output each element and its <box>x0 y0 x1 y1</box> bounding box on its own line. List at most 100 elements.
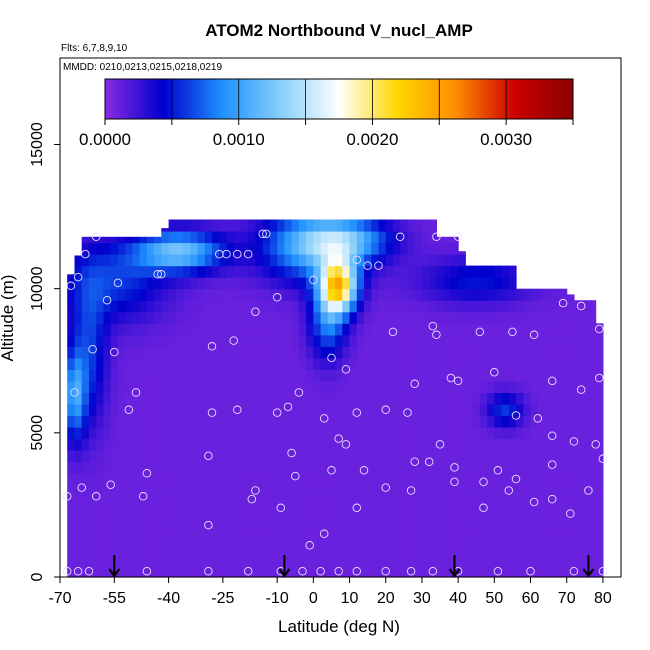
heatmap-cell <box>393 346 401 359</box>
heatmap-cell <box>262 484 271 497</box>
heatmap-cell <box>501 519 510 532</box>
heatmap-cell <box>204 277 213 290</box>
heatmap-cell <box>277 369 285 382</box>
heatmap-cell <box>559 357 568 370</box>
heatmap-cell <box>537 427 546 440</box>
heatmap-cell <box>566 311 575 324</box>
heatmap-cell <box>269 219 278 232</box>
heatmap-cell <box>219 450 228 463</box>
heatmap-cell <box>168 334 177 347</box>
heatmap-cell <box>125 404 133 417</box>
heatmap-cell <box>212 357 220 370</box>
heatmap-cell <box>436 450 445 463</box>
colorbar-segment <box>534 79 538 119</box>
heatmap-cell <box>342 277 351 290</box>
heatmap-cell <box>371 219 380 232</box>
heatmap-cell <box>479 450 488 463</box>
heatmap-cell <box>508 507 517 520</box>
heatmap-cell <box>197 530 206 543</box>
heatmap-cell <box>190 542 199 555</box>
heatmap-cell <box>219 369 228 382</box>
heatmap-cell <box>161 473 170 486</box>
heatmap-cell <box>516 300 524 313</box>
heatmap-cell <box>117 530 126 543</box>
heatmap-cell <box>487 484 495 497</box>
heatmap-cell <box>74 415 83 428</box>
heatmap-cell <box>96 461 104 474</box>
heatmap-cell <box>139 415 148 428</box>
heatmap-cell <box>356 404 365 417</box>
heatmap-cell <box>117 380 126 393</box>
heatmap-cell <box>277 438 285 451</box>
heatmap-cell <box>89 300 97 313</box>
heatmap-cell <box>450 427 459 440</box>
heatmap-cell <box>501 542 510 555</box>
heatmap-cell <box>298 392 307 405</box>
heatmap-cell <box>212 346 220 359</box>
heatmap-cell <box>255 496 264 509</box>
heatmap-cell <box>421 334 430 347</box>
heatmap-cell <box>393 231 401 244</box>
heatmap-cell <box>110 265 119 278</box>
heatmap-cell <box>523 461 532 474</box>
heatmap-cell <box>67 450 75 463</box>
heatmap-cell <box>450 369 459 382</box>
heatmap-cell <box>436 415 445 428</box>
heatmap-cell <box>450 300 459 313</box>
heatmap-cell <box>103 323 112 336</box>
heatmap-cell <box>436 553 445 566</box>
colorbar-segment <box>171 79 175 119</box>
heatmap-cell <box>190 473 199 486</box>
heatmap-cell <box>385 415 394 428</box>
heatmap-cell <box>269 415 278 428</box>
heatmap-cell <box>219 519 228 532</box>
heatmap-cell <box>342 254 351 267</box>
chart-title: ATOM2 Northbound V_nucl_AMP <box>205 21 473 40</box>
colorbar-segment <box>117 79 121 119</box>
heatmap-cell <box>175 346 184 359</box>
heatmap-cell <box>320 473 329 486</box>
heatmap-cell <box>429 311 437 324</box>
heatmap-cell <box>537 542 546 555</box>
heatmap-cell <box>81 507 90 520</box>
heatmap-cell <box>327 231 336 244</box>
heatmap-cell <box>508 277 517 290</box>
colorbar-segment <box>159 79 163 119</box>
heatmap-cell <box>400 484 408 497</box>
heatmap-cell <box>298 427 307 440</box>
heatmap-cell <box>269 530 278 543</box>
heatmap-cell <box>487 542 495 555</box>
heatmap-cell <box>277 231 285 244</box>
heatmap-cell <box>233 311 242 324</box>
heatmap-cell <box>523 369 532 382</box>
heatmap-cell <box>472 415 481 428</box>
x-tick-label: 0 <box>309 590 318 607</box>
heatmap-cell <box>335 334 343 347</box>
heatmap-cell <box>255 300 264 313</box>
colorbar-segment <box>297 79 301 119</box>
heatmap-cell <box>595 496 604 509</box>
heatmap-cell <box>450 484 459 497</box>
colorbar-segment <box>141 79 145 119</box>
heatmap-cell <box>233 231 242 244</box>
heatmap-cell <box>284 323 293 336</box>
heatmap-cell <box>371 334 380 347</box>
heatmap-cell <box>400 300 408 313</box>
heatmap-cell <box>320 461 329 474</box>
heatmap-cell <box>139 288 148 301</box>
heatmap-cell <box>168 496 177 509</box>
heatmap-cell <box>175 288 184 301</box>
heatmap-cell <box>342 519 351 532</box>
heatmap-cell <box>103 565 112 578</box>
heatmap-cell <box>443 519 452 532</box>
heatmap-cell <box>472 496 481 509</box>
heatmap-cell <box>313 380 322 393</box>
heatmap-cell <box>262 369 271 382</box>
heatmap-cell <box>545 357 553 370</box>
colorbar-segment <box>267 79 271 119</box>
heatmap-cell <box>487 311 495 324</box>
heatmap-cell <box>269 288 278 301</box>
heatmap-cell <box>284 357 293 370</box>
heatmap-cell <box>378 311 387 324</box>
heatmap-cell <box>407 415 416 428</box>
